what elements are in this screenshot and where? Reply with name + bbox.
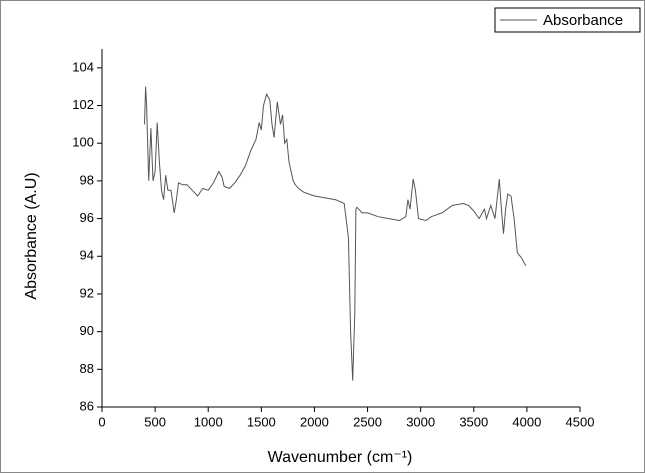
x-tick-label: 4500: [566, 414, 595, 429]
y-tick-label: 102: [72, 97, 94, 112]
x-tick-label: 1000: [194, 414, 223, 429]
y-tick-label: 100: [72, 135, 94, 150]
x-tick-label: 3500: [459, 414, 488, 429]
y-tick-label: 86: [80, 398, 94, 413]
y-tick-label: 104: [72, 59, 94, 74]
x-tick-label: 500: [144, 414, 166, 429]
x-axis-label: Wavenumber (cm⁻¹): [268, 449, 413, 466]
y-tick-label: 94: [80, 248, 94, 263]
y-tick-label: 88: [80, 361, 94, 376]
y-tick-label: 90: [80, 323, 94, 338]
y-tick-label: 92: [80, 285, 94, 300]
x-tick-label: 1500: [247, 414, 276, 429]
line: [144, 86, 527, 381]
x-tick-label: 3000: [406, 414, 435, 429]
x-tick-label: 2500: [353, 414, 382, 429]
y-tick-label: 98: [80, 172, 94, 187]
y-tick-label: 96: [80, 210, 94, 225]
x-tick-label: 2000: [300, 414, 329, 429]
legend-label: Absorbance: [543, 12, 623, 29]
x-tick-label: 0: [98, 414, 105, 429]
y-axis-label: Absorbance (A.U): [23, 172, 40, 299]
x-tick-label: 4000: [512, 414, 541, 429]
